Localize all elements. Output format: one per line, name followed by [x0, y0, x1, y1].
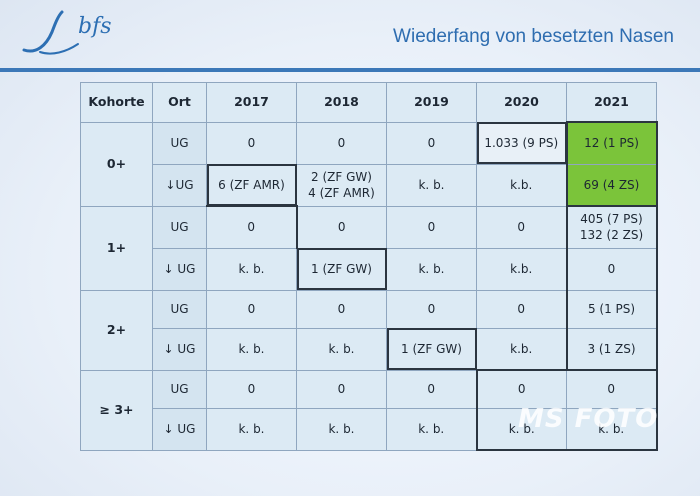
value-cell: 6 (ZF AMR) [206, 163, 297, 207]
value-cell: 0 [475, 369, 567, 409]
value-cell: 0 [386, 369, 477, 409]
value-cell: k. b. [386, 247, 477, 291]
column-header: 2020 [476, 82, 567, 123]
value-cell: 2 (ZF GW) 4 (ZF AMR) [296, 163, 387, 207]
value-cell: 1 (ZF GW) [296, 247, 387, 291]
value-cell: k. b. [206, 407, 297, 451]
table-row: ↓ UG k. b. k. b. k. b. k. b. k. b. [81, 407, 658, 451]
value-cell: 0 [296, 369, 387, 409]
table-row: ↓ UG k. b. 1 (ZF GW) k. b. k.b. 0 [81, 247, 658, 291]
ort-cell: ↓ UG [152, 327, 207, 371]
header-rule [0, 68, 700, 72]
value-cell: 1 (ZF GW) [386, 327, 477, 371]
value-cell: k. b. [566, 407, 658, 451]
value-cell: k. b. [296, 407, 387, 451]
bfs-logo: bfs [22, 6, 132, 58]
value-cell: 5 (1 PS) [565, 289, 658, 329]
cohort-label: 1+ [80, 205, 153, 291]
value-cell: 0 [296, 289, 387, 329]
value-cell: 0 [476, 289, 567, 329]
column-header: 2021 [566, 82, 657, 123]
value-cell: 0 [566, 369, 658, 409]
table-row: ↓UG 6 (ZF AMR) 2 (ZF GW) 4 (ZF AMR) k. b. k.… [81, 163, 658, 207]
table-row: ↓ UG k. b. k. b. 1 (ZF GW) k.b. 3 (1 ZS) [81, 327, 658, 371]
ort-cell: ↓ UG [152, 407, 207, 451]
value-cell: 0 [386, 289, 477, 329]
watermark: MS FOTO [518, 404, 659, 434]
value-cell: k. b. [475, 407, 567, 451]
value-cell: k. b. [206, 247, 297, 291]
logo-text: bfs [78, 14, 112, 39]
column-header: 2019 [386, 82, 477, 123]
value-cell: 12 (1 PS) [565, 121, 658, 165]
value-cell: k.b. [476, 163, 567, 207]
value-cell: 405 (7 PS) 132 (2 ZS) [565, 205, 658, 249]
column-header: 2018 [296, 82, 387, 123]
value-cell: k.b. [476, 247, 567, 291]
value-cell: k. b. [386, 163, 477, 207]
table-row: 0+ UG 0 0 0 1.033 (9 PS) 12 (1 PS) [80, 121, 658, 207]
ort-cell: ↓UG [152, 163, 207, 207]
value-cell: 0 [206, 205, 298, 249]
value-cell: 0 [206, 369, 297, 409]
column-header: Kohorte [80, 82, 153, 123]
value-cell: 0 [386, 205, 477, 249]
ort-cell: UG [152, 369, 207, 409]
value-cell: 0 [206, 121, 297, 165]
cohort-label: 2+ [80, 289, 153, 371]
value-cell: 0 [476, 205, 567, 249]
value-cell: k. b. [386, 407, 477, 451]
ort-cell: UG [152, 205, 207, 249]
table-row: 2+ UG 0 0 0 0 5 (1 PS) [80, 289, 658, 371]
value-cell: k.b. [476, 327, 567, 371]
value-cell: 1.033 (9 PS) [476, 121, 567, 165]
value-cell: 0 [386, 121, 477, 165]
value-cell: 69 (4 ZS) [565, 163, 658, 207]
table-row: 1+ UG 0 0 0 0 405 (7 PS) 132 (2 ZS) [80, 205, 658, 291]
table-header-row: Kohorte Ort 2017 2018 2019 2020 2021 [80, 82, 657, 123]
ort-cell: UG [152, 289, 207, 329]
value-cell: k. b. [296, 327, 387, 371]
slide-title: Wiederfang von besetzten Nasen [393, 26, 674, 47]
column-header: Ort [152, 82, 207, 123]
cohort-label: ≥ 3+ [80, 369, 153, 451]
value-cell: 3 (1 ZS) [565, 327, 658, 371]
value-cell: 0 [565, 247, 658, 291]
value-cell: 0 [296, 205, 387, 249]
ort-cell: ↓ UG [152, 247, 207, 291]
table-row: ≥ 3+ UG 0 0 0 0 0 [80, 369, 658, 451]
value-cell: k. b. [206, 327, 297, 371]
cohort-label: 0+ [80, 121, 153, 207]
value-cell: 0 [206, 289, 297, 329]
column-header: 2017 [206, 82, 297, 123]
logo-swoosh-icon [22, 10, 79, 55]
value-cell: 0 [296, 121, 387, 165]
ort-cell: UG [152, 121, 207, 165]
recapture-table: Kohorte Ort 2017 2018 2019 2020 2021 0+ U… [80, 82, 658, 451]
